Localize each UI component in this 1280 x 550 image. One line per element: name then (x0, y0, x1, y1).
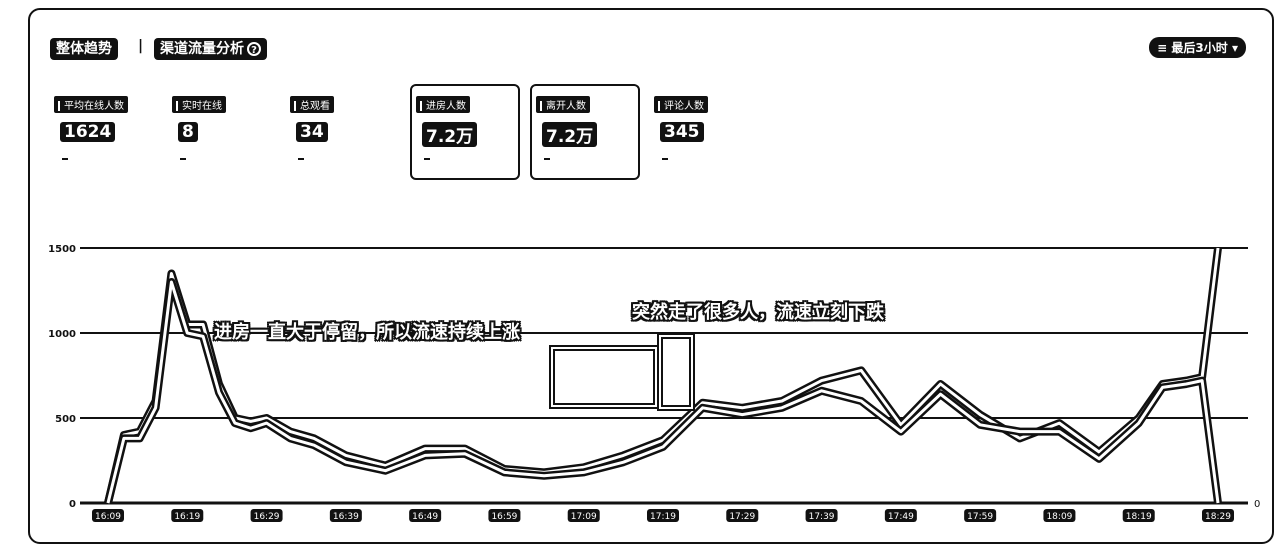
x-tick-label: 17:49 (888, 512, 914, 522)
metric-comment-count[interactable]: 评论人数 345 (650, 86, 760, 182)
tab-channel-analysis[interactable]: 渠道流量分析? (154, 38, 267, 60)
metric-trend-dash (544, 158, 550, 160)
x-tick-bg (805, 509, 838, 522)
metric-label: 总观看 (290, 96, 334, 113)
metric-label: 实时在线 (172, 96, 226, 113)
tab-overall-trend[interactable]: 整体趋势 (50, 38, 118, 60)
x-tick-bg (884, 509, 917, 522)
metric-value: 34 (296, 122, 328, 142)
metric-value: 7.2万 (542, 122, 598, 147)
x-tick-label: 17:09 (571, 512, 597, 522)
annotation-rising: 进房一直大于停留，所以流速持续上涨 (214, 322, 520, 343)
x-tick-label: 18:09 (1046, 512, 1072, 522)
x-tick-bg (171, 509, 204, 522)
x-tick-label: 17:19 (650, 512, 676, 522)
time-range-select[interactable]: ≡ 最后3小时 ▾ (1149, 37, 1246, 58)
highlight-box-drop-inner (659, 335, 693, 409)
info-circle-icon[interactable]: ? (247, 42, 261, 56)
x-tick-label: 16:59 (491, 512, 517, 522)
highlight-box-rising (549, 345, 659, 409)
metric-label: 离开人数 (536, 96, 590, 113)
tab-separator: | (138, 38, 144, 54)
time-range-label: 最后3小时 (1171, 41, 1228, 55)
highlight-box-drop (657, 333, 695, 411)
metric-leave-count[interactable]: 离开人数 7.2万 (530, 84, 640, 180)
x-tick-bg (409, 509, 442, 522)
x-tick-label: 16:29 (254, 512, 280, 522)
x-tick-label: 17:39 (809, 512, 835, 522)
x-tick-bg (92, 509, 124, 522)
metric-realtime-online[interactable]: 实时在线 8 (168, 86, 278, 182)
x-tick-label: 16:39 (333, 512, 359, 522)
x-tick-bg (964, 509, 997, 522)
metric-value: 8 (178, 122, 198, 142)
metric-label: 评论人数 (654, 96, 708, 113)
y-tick-label: 500 (55, 414, 76, 425)
x-tick-bg (647, 509, 679, 522)
metric-avg-online[interactable]: 平均在线人数 1624 (50, 86, 160, 182)
x-tick-label: 18:29 (1205, 512, 1231, 522)
x-tick-label: 16:19 (174, 512, 200, 522)
x-tick-bg (1202, 509, 1234, 522)
x-tick-bg (726, 509, 759, 522)
chevron-down-icon: ▾ (1231, 41, 1238, 55)
annotation-drop: 突然走了很多人，流速立刻下跌 (632, 302, 884, 323)
metric-trend-dash (424, 158, 430, 160)
x-tick-bg (250, 509, 283, 522)
x-tick-label: 17:59 (967, 512, 993, 522)
metric-trend-dash (298, 158, 304, 160)
x-tick-bg (329, 509, 362, 522)
highlight-box-rising-inner (551, 347, 657, 407)
metric-label: 进房人数 (416, 96, 470, 113)
metric-value: 345 (660, 122, 704, 142)
metric-trend-dash (62, 158, 68, 160)
metric-trend-dash (662, 158, 668, 160)
x-tick-label: 17:29 (729, 512, 755, 522)
metric-trend-dash (180, 158, 186, 160)
x-tick-bg (488, 509, 521, 522)
metric-value: 1624 (60, 122, 116, 142)
metric-total-views[interactable]: 总观看 34 (286, 86, 396, 182)
y-tick-label: 0 (69, 499, 76, 510)
filter-icon: ≡ (1157, 41, 1168, 55)
x-tick-bg (1122, 509, 1155, 522)
x-tick-label: 18:19 (1126, 512, 1152, 522)
metric-enter-count[interactable]: 进房人数 7.2万 (410, 84, 520, 180)
x-tick-label: 16:49 (412, 512, 438, 522)
tab-channel-label: 渠道流量分析 (160, 41, 244, 57)
metric-label: 平均在线人数 (54, 96, 128, 113)
x-tick-bg (1043, 509, 1076, 522)
x-tick-bg (567, 509, 600, 522)
series-line-1 (106, 280, 1220, 504)
metric-value: 7.2万 (422, 122, 478, 147)
right-axis-label: 0 (1254, 499, 1260, 510)
y-tick-label: 1500 (48, 244, 76, 255)
x-tick-label: 16:09 (95, 512, 121, 522)
y-tick-label: 1000 (48, 329, 76, 340)
